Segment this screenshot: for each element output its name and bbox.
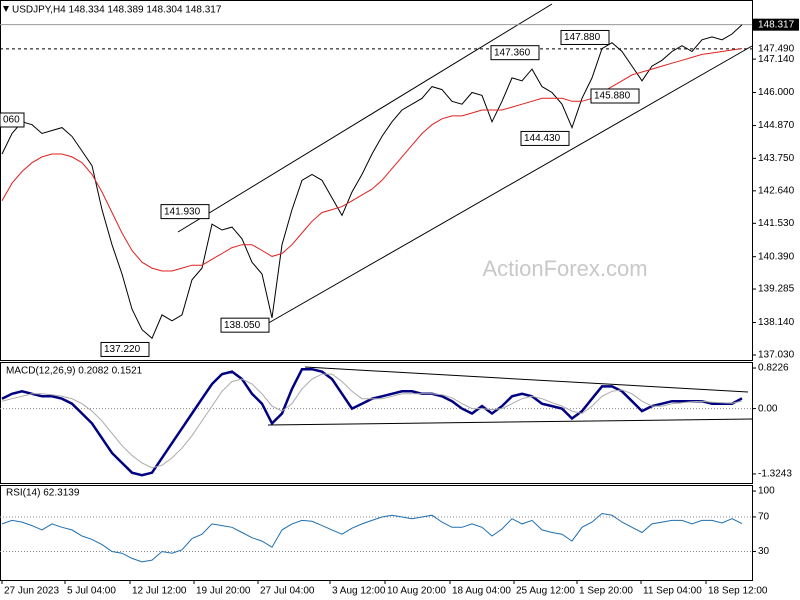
y-tick-label: 0.00 <box>758 403 778 414</box>
x-tick-label: 3 Aug 12:00 <box>332 586 386 597</box>
y-tick-label: 147.140 <box>758 54 795 65</box>
annotation-box <box>0 112 25 128</box>
rsi-panel <box>0 485 753 581</box>
x-tick-label: 1 Sep 20:00 <box>579 586 633 597</box>
y-tick-label: 140.390 <box>758 251 795 262</box>
y-tick-label: 30 <box>758 546 770 557</box>
y-tick-label: 0.8226 <box>758 363 789 374</box>
x-tick-label: 27 Jun 2023 <box>4 586 59 597</box>
annotation-box <box>560 29 610 45</box>
x-tick-label: 18 Aug 04:00 <box>452 586 511 597</box>
series-line <box>1 512 743 563</box>
y-tick-label: 139.285 <box>758 284 795 295</box>
annotation-label: 145.880 <box>594 91 631 102</box>
x-tick-label: 5 Jul 04:00 <box>67 586 116 597</box>
channel-upper <box>177 3 553 233</box>
series-line <box>1 24 743 340</box>
x-tick-label: 27 Jul 04:00 <box>260 586 315 597</box>
last-price-label: 148.317 <box>758 19 795 30</box>
annotation-box <box>160 204 210 220</box>
y-tick-label: -1.3243 <box>758 469 792 480</box>
annotation-box <box>590 88 640 104</box>
y-tick-label: 143.750 <box>758 153 795 164</box>
annotation-label: 147.880 <box>564 32 601 43</box>
channel-lower <box>264 45 753 326</box>
series-line <box>1 373 743 469</box>
annotation-label: 060 <box>3 115 20 126</box>
x-tick-label: 12 Jul 12:00 <box>132 586 187 597</box>
y-tick-label: 100 <box>758 486 775 497</box>
x-tick-label: 11 Sep 04:00 <box>643 586 702 597</box>
macd-trend-lower <box>267 418 753 426</box>
level-label-box <box>753 42 799 55</box>
level-label: 147.490 <box>758 44 795 55</box>
y-tick-label: 142.640 <box>758 185 795 196</box>
annotation-label: 141.930 <box>164 206 201 217</box>
annotation-box <box>520 130 570 146</box>
rsi-title: RSI(14) 62.3139 <box>6 488 80 499</box>
x-tick-label: 19 Jul 20:00 <box>196 586 251 597</box>
series-line <box>1 48 743 272</box>
watermark: ActionForex.com <box>482 256 647 281</box>
x-tick-label: 18 Sep 12:00 <box>708 586 768 597</box>
annotation-label: 137.220 <box>104 344 141 355</box>
y-tick-label: 146.000 <box>758 87 795 98</box>
y-tick-label: 137.030 <box>758 350 795 361</box>
annotation-label: 138.050 <box>224 320 261 331</box>
annotation-label: 147.360 <box>494 47 531 58</box>
last-price-box <box>753 18 799 31</box>
y-tick-label: 138.140 <box>758 317 795 328</box>
annotation-box <box>490 45 540 61</box>
y-tick-label: 144.870 <box>758 120 795 131</box>
chart-title: USDJPY,H4 148.334 148.389 148.304 148.31… <box>12 5 222 16</box>
macd-panel <box>0 362 753 484</box>
y-tick-label: 70 <box>758 512 770 523</box>
y-tick-label: 141.530 <box>758 218 795 229</box>
annotation-box <box>220 317 270 333</box>
macd-trend-upper <box>304 366 749 393</box>
symbol-icon <box>3 6 9 12</box>
x-tick-label: 25 Aug 12:00 <box>516 586 575 597</box>
x-tick-label: 10 Aug 20:00 <box>387 586 446 597</box>
annotation-box <box>100 341 150 357</box>
annotation-label: 144.430 <box>524 133 561 144</box>
macd-title: MACD(12,26,9) 0.2082 0.1521 <box>6 366 143 377</box>
main-panel <box>0 0 753 361</box>
